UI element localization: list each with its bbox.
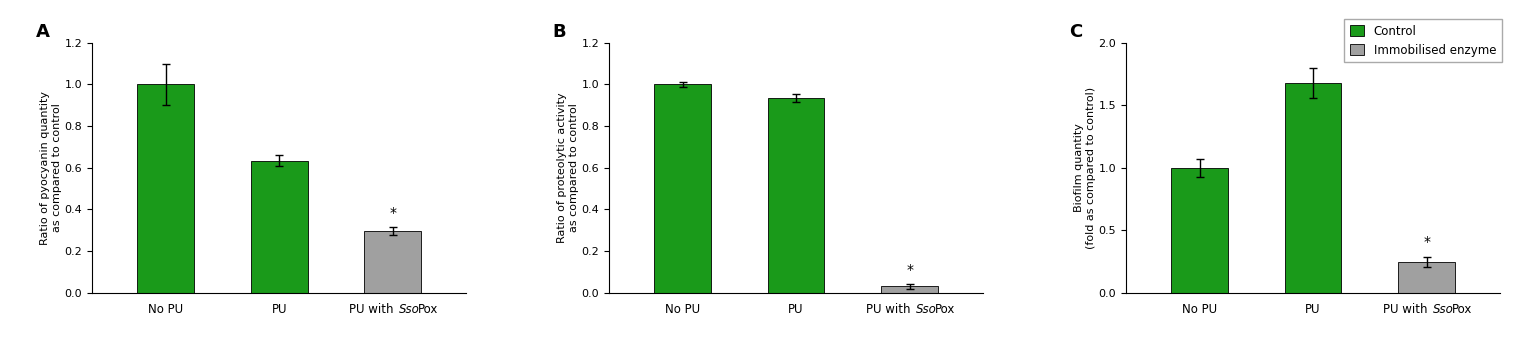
- Text: Pox: Pox: [934, 303, 955, 316]
- Text: No PU: No PU: [1182, 303, 1217, 316]
- Legend: Control, Immobilised enzyme: Control, Immobilised enzyme: [1344, 19, 1502, 62]
- Text: *: *: [906, 263, 912, 277]
- Text: C: C: [1070, 23, 1082, 41]
- Bar: [1285, 83, 1341, 293]
- Y-axis label: Ratio of pyocyanin quantity
as compared to control: Ratio of pyocyanin quantity as compared …: [40, 91, 61, 245]
- Y-axis label: Ratio of proteolytic activity
as compared to control: Ratio of proteolytic activity as compare…: [557, 92, 579, 243]
- Bar: [138, 85, 194, 293]
- Text: PU: PU: [271, 303, 286, 316]
- Text: PU with: PU with: [1382, 303, 1431, 316]
- Text: No PU: No PU: [149, 303, 184, 316]
- Text: B: B: [553, 23, 566, 41]
- Text: A: A: [35, 23, 49, 41]
- Text: PU: PU: [788, 303, 804, 316]
- Bar: [654, 85, 710, 293]
- Text: Sso: Sso: [916, 303, 937, 316]
- Y-axis label: Biofilm quantity
(fold as compared to control): Biofilm quantity (fold as compared to co…: [1073, 87, 1096, 249]
- Text: PU: PU: [1306, 303, 1321, 316]
- Text: Sso: Sso: [400, 303, 419, 316]
- Text: Sso: Sso: [1433, 303, 1454, 316]
- Bar: [251, 161, 308, 293]
- Text: No PU: No PU: [664, 303, 700, 316]
- Text: *: *: [1424, 235, 1430, 249]
- Bar: [767, 98, 825, 293]
- Text: Pox: Pox: [418, 303, 438, 316]
- Bar: [364, 231, 421, 293]
- Text: PU with: PU with: [867, 303, 914, 316]
- Text: Pox: Pox: [1451, 303, 1471, 316]
- Bar: [882, 286, 939, 293]
- Bar: [1171, 168, 1228, 293]
- Text: *: *: [389, 206, 397, 220]
- Bar: [1398, 261, 1454, 293]
- Text: PU with: PU with: [349, 303, 397, 316]
